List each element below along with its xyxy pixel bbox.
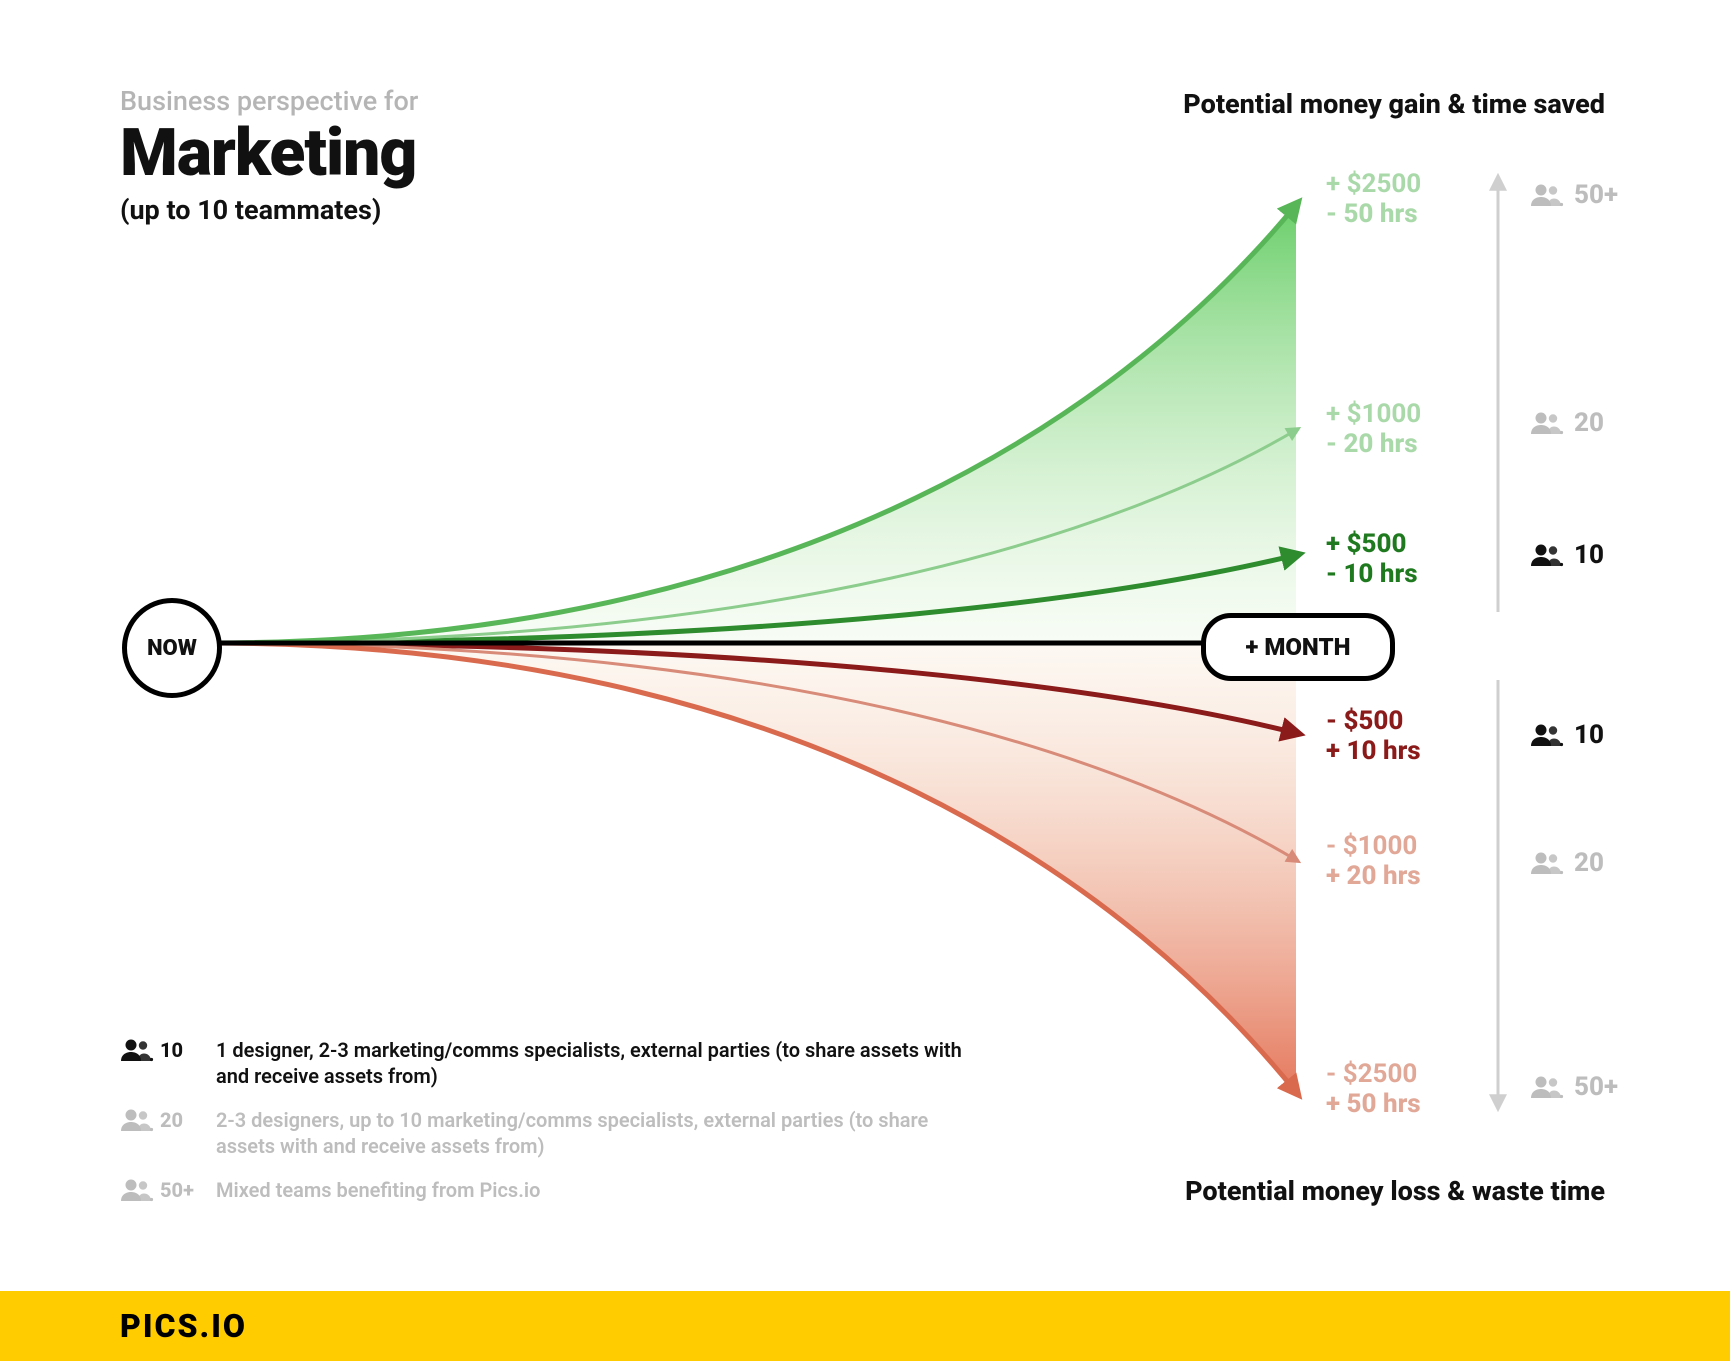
header-sub2: (up to 10 teammates) xyxy=(120,194,418,226)
arrow-down-1 xyxy=(210,643,1296,733)
arrow-down-3 xyxy=(210,643,1296,1092)
value-label-up3: + $2500 - 50 hrs xyxy=(1326,170,1486,230)
people-icon xyxy=(1530,723,1564,747)
hours: + 10 hrs xyxy=(1326,737,1486,767)
legend-text: Mixed teams benefiting from Pics.io xyxy=(216,1177,970,1203)
money: + $1000 xyxy=(1326,400,1486,430)
legend-count: 10 xyxy=(160,1037,183,1063)
header-title: Marketing xyxy=(120,119,418,188)
legend-icon: 20 xyxy=(120,1107,198,1133)
hours: - 50 hrs xyxy=(1326,200,1486,230)
value-label-down2: - $1000 + 20 hrs xyxy=(1326,832,1486,892)
badge-month: + MONTH xyxy=(1201,613,1395,681)
legend-count: 50+ xyxy=(160,1177,194,1203)
header: Business perspective for Marketing (up t… xyxy=(120,85,418,226)
value-label-up2: + $1000 - 20 hrs xyxy=(1326,400,1486,460)
legend-row-10: 10 1 designer, 2-3 marketing/comms speci… xyxy=(120,1037,970,1089)
legend: 10 1 designer, 2-3 marketing/comms speci… xyxy=(120,1037,970,1221)
team-count: 50+ xyxy=(1574,180,1618,210)
heading-top-right: Potential money gain & time saved xyxy=(1183,88,1605,120)
legend-row-50p: 50+ Mixed teams benefiting from Pics.io xyxy=(120,1177,970,1203)
legend-icon: 50+ xyxy=(120,1177,198,1203)
people-icon xyxy=(1530,851,1564,875)
legend-count: 20 xyxy=(160,1107,183,1133)
fan-green-area xyxy=(210,205,1296,643)
people-icon xyxy=(120,1108,154,1132)
legend-text: 2-3 designers, up to 10 marketing/comms … xyxy=(216,1107,970,1159)
people-icon xyxy=(120,1178,154,1202)
money: - $1000 xyxy=(1326,832,1486,862)
people-icon xyxy=(1530,183,1564,207)
people-icon xyxy=(120,1038,154,1062)
hours: - 20 hrs xyxy=(1326,430,1486,460)
hours: + 50 hrs xyxy=(1326,1090,1486,1120)
legend-row-20: 20 2-3 designers, up to 10 marketing/com… xyxy=(120,1107,970,1159)
team-count: 10 xyxy=(1574,720,1604,750)
footer-bar: PICS.IO xyxy=(0,1291,1730,1361)
team-count: 20 xyxy=(1574,408,1604,438)
arrow-up-3 xyxy=(210,205,1296,643)
infographic-root: Business perspective for Marketing (up t… xyxy=(0,0,1730,1361)
team-indicator-up3: 50+ xyxy=(1530,180,1640,210)
money: + $2500 xyxy=(1326,170,1486,200)
header-subtitle: Business perspective for xyxy=(120,85,418,117)
fan-red-area xyxy=(210,643,1296,1092)
value-label-down1: - $500 + 10 hrs xyxy=(1326,707,1486,767)
arrow-down-2 xyxy=(210,643,1296,860)
heading-bottom-right: Potential money loss & waste time xyxy=(1185,1175,1605,1207)
money: - $500 xyxy=(1326,707,1486,737)
arrow-up-1 xyxy=(210,555,1296,643)
team-count: 50+ xyxy=(1574,1072,1618,1102)
money: + $500 xyxy=(1326,530,1486,560)
value-label-up1: + $500 - 10 hrs xyxy=(1326,530,1486,590)
people-icon xyxy=(1530,411,1564,435)
value-label-down3: - $2500 + 50 hrs xyxy=(1326,1060,1486,1120)
team-indicator-up1: 10 xyxy=(1530,540,1640,570)
badge-now: NOW xyxy=(122,598,222,698)
arrow-up-2 xyxy=(210,430,1296,643)
team-indicator-down3: 50+ xyxy=(1530,1072,1640,1102)
people-icon xyxy=(1530,1075,1564,1099)
team-indicator-up2: 20 xyxy=(1530,408,1640,438)
legend-text: 1 designer, 2-3 marketing/comms speciali… xyxy=(216,1037,970,1089)
team-count: 10 xyxy=(1574,540,1604,570)
brand-logo: PICS.IO xyxy=(120,1307,247,1345)
team-count: 20 xyxy=(1574,848,1604,878)
people-icon xyxy=(1530,543,1564,567)
team-indicator-down1: 10 xyxy=(1530,720,1640,750)
hours: - 10 hrs xyxy=(1326,560,1486,590)
hours: + 20 hrs xyxy=(1326,862,1486,892)
team-indicator-down2: 20 xyxy=(1530,848,1640,878)
money: - $2500 xyxy=(1326,1060,1486,1090)
legend-icon: 10 xyxy=(120,1037,198,1063)
